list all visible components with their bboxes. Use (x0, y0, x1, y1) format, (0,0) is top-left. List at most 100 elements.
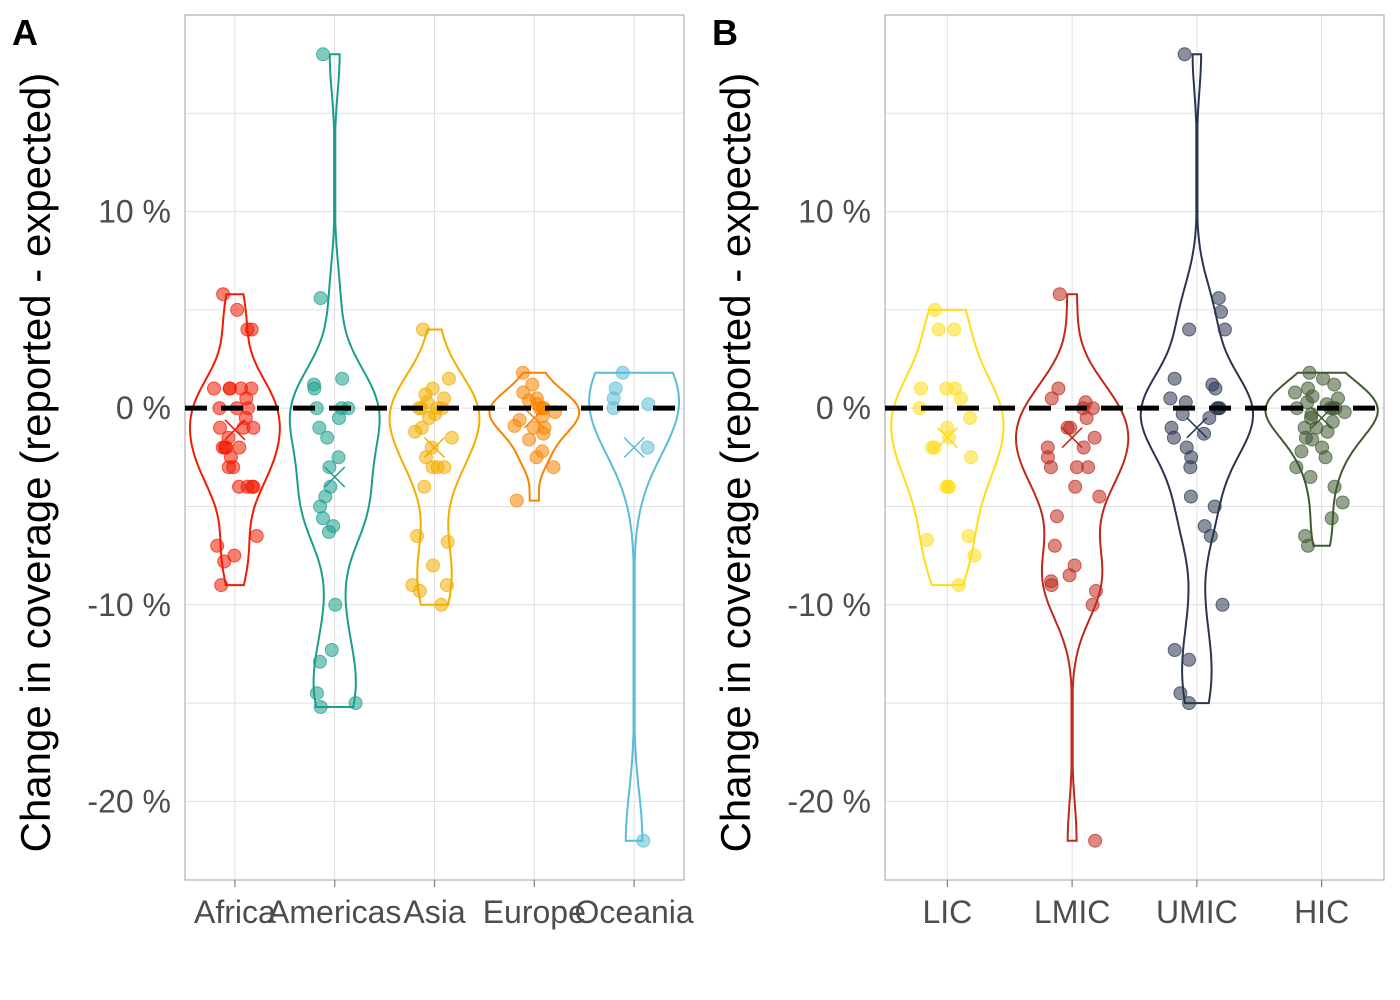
point-asia (434, 597, 449, 612)
point-hic (1302, 365, 1317, 380)
x-tick-label: UMIC (1156, 894, 1238, 930)
point-lic (964, 450, 979, 465)
point-americas (321, 525, 336, 539)
y-tick-label: -20 % (787, 783, 871, 819)
point-hic (1327, 479, 1342, 494)
point-europe (522, 432, 537, 447)
point-lmic (1044, 391, 1059, 406)
point-hic (1327, 377, 1342, 392)
point-americas (309, 686, 324, 701)
point-umic (1166, 430, 1181, 445)
point-asia (444, 430, 459, 445)
violin-lmic (1015, 293, 1130, 842)
point-africa (215, 440, 230, 455)
point-lic (931, 322, 946, 337)
point-hic (1335, 495, 1350, 510)
point-lic (961, 529, 976, 543)
point-africa (245, 479, 260, 494)
point-umic (1177, 47, 1192, 62)
point-europe (535, 409, 550, 423)
point-europe (507, 418, 522, 433)
point-hic (1305, 432, 1320, 447)
point-lmic (1052, 287, 1067, 302)
point-asia (415, 322, 430, 337)
mean-marker-oceania (623, 436, 645, 459)
point-africa (232, 440, 247, 455)
y-tick-label: -10 % (787, 587, 871, 623)
point-europe (509, 493, 524, 508)
violin-oceania (588, 371, 680, 842)
mean-marker-africa (224, 419, 246, 441)
point-umic (1202, 411, 1217, 425)
point-lmic (1051, 381, 1066, 396)
point-africa (240, 322, 255, 337)
point-asia (439, 578, 454, 593)
point-umic (1197, 426, 1211, 441)
x-tick-label: Europe (483, 894, 586, 930)
point-americas (313, 499, 328, 514)
point-hic (1324, 511, 1339, 526)
point-umic (1197, 519, 1212, 534)
panel-tag: B (712, 12, 738, 53)
point-asia (408, 424, 422, 439)
point-lmic (1049, 509, 1064, 524)
point-europe (525, 377, 540, 392)
point-lic (927, 302, 942, 317)
y-tick-label: -20 % (87, 783, 171, 819)
point-lmic (1043, 460, 1058, 475)
point-asia (410, 529, 424, 543)
point-lmic (1076, 440, 1091, 455)
point-umic (1182, 696, 1196, 711)
point-africa (210, 538, 225, 553)
point-umic (1208, 381, 1223, 396)
point-americas (316, 47, 330, 62)
point-lmic (1062, 568, 1077, 583)
plot-frame (884, 14, 1385, 881)
point-africa (216, 287, 231, 302)
point-umic (1217, 322, 1232, 337)
point-umic (1182, 322, 1197, 337)
point-umic (1211, 291, 1226, 306)
point-umic (1214, 304, 1228, 319)
x-tick-label: LIC (922, 894, 972, 930)
point-hic (1288, 385, 1302, 400)
point-hic (1320, 424, 1335, 439)
mean-marker-umic (1186, 417, 1208, 439)
point-hic (1303, 470, 1318, 484)
point-lmic (1092, 489, 1107, 504)
y-tick-label: 10 % (798, 194, 871, 230)
point-asia (425, 460, 440, 475)
point-americas (328, 597, 343, 612)
point-hic (1316, 371, 1331, 386)
point-umic (1215, 597, 1230, 612)
point-americas (324, 643, 339, 657)
point-africa (222, 381, 237, 396)
mean-marker-lmic (1061, 427, 1083, 449)
point-umic (1167, 371, 1182, 386)
point-asia (437, 460, 452, 475)
x-tick-label: LMIC (1034, 894, 1110, 930)
y-axis-label: Change in coverage (reported - expected) (12, 73, 59, 853)
point-lmic (1047, 538, 1062, 553)
point-lmic (1089, 584, 1103, 598)
point-asia (422, 411, 437, 425)
point-lmic (1068, 479, 1083, 494)
point-umic (1207, 499, 1222, 514)
point-africa (249, 529, 264, 543)
point-americas (322, 460, 337, 475)
point-hic (1289, 460, 1304, 475)
panel-tag: A (12, 12, 38, 53)
x-tick-label: Oceania (575, 894, 694, 930)
point-lic (963, 411, 978, 425)
point-asia (441, 371, 456, 386)
point-lmic (1081, 460, 1096, 475)
point-europe (529, 450, 544, 465)
point-europe (515, 365, 530, 380)
point-lmic (1079, 411, 1094, 425)
mean-marker-lic (936, 427, 958, 449)
violin-umic (1139, 53, 1255, 705)
point-lic (953, 391, 968, 406)
mean-marker-americas (324, 466, 346, 488)
point-hic (1337, 405, 1352, 420)
